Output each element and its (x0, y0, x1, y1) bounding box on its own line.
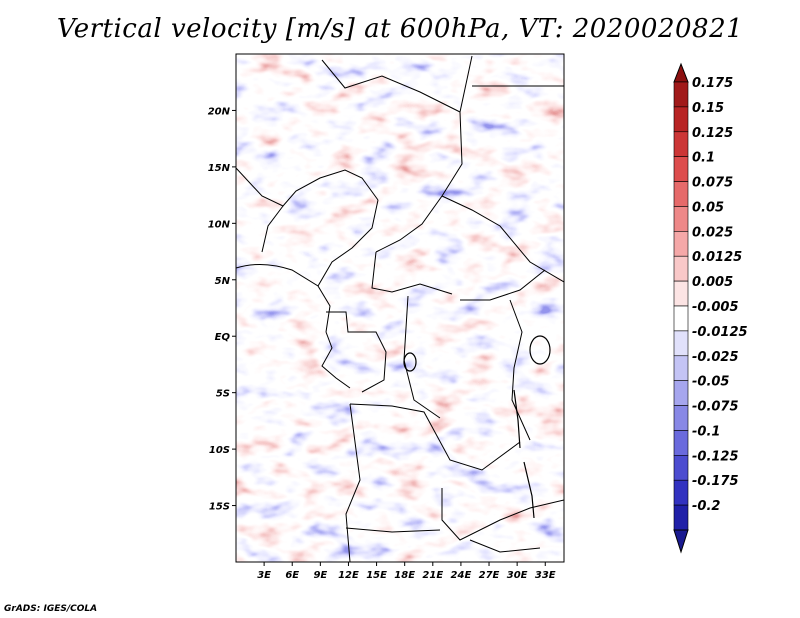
colorbar-segment (673, 430, 689, 456)
colorbar-segment (673, 455, 689, 481)
colorbar-label: 0.1 (692, 151, 715, 166)
colorbar: 0.175 0.15 0.125 0.1 0.075 0.05 0.025 0.0125 0.0… (673, 62, 748, 554)
colorbar-segment (673, 81, 689, 108)
colorbar-segment (673, 305, 689, 332)
lon-tick-label: 12E (338, 570, 359, 581)
colorbar-label: 0.125 (692, 126, 733, 141)
lon-tick-label: 3E (257, 570, 271, 581)
country-borders (236, 55, 564, 562)
colorbar-segment (673, 131, 689, 157)
colorbar-segment (673, 405, 689, 431)
lon-tick-label: 21E (422, 570, 443, 581)
latitude-axis: 20N 15N 10N 5N EQ 5S 10S 15S (208, 106, 236, 513)
colorbar-label: -0.005 (692, 300, 739, 315)
lat-tick-label: 5S (216, 389, 230, 400)
colorbar-segment (673, 181, 689, 207)
colorbar-label: 0.005 (692, 275, 733, 290)
colorbar-label: -0.125 (692, 449, 739, 464)
map-frame (235, 53, 565, 563)
colorbar-label: -0.0125 (692, 325, 748, 340)
lon-tick-label: 15E (366, 570, 387, 581)
colorbar-segment (673, 504, 689, 531)
colorbar-segment (673, 156, 689, 182)
colorbar-label: -0.05 (692, 375, 729, 390)
colorbar-segment (673, 255, 689, 282)
colorbar-segment (673, 380, 689, 406)
colorbar-segment (673, 479, 689, 506)
colorbar-segment (673, 206, 689, 232)
colorbar-label: -0.075 (692, 400, 739, 415)
lake-outlines (403, 335, 551, 519)
lat-tick-label: EQ (215, 332, 231, 343)
lon-tick-label: 9E (313, 570, 327, 581)
lon-tick-label: 33E (535, 570, 556, 581)
longitude-axis: 3E 6E 9E 12E 15E 18E 21E 24E 27E 30E 33E (257, 562, 556, 581)
colorbar-label: -0.175 (692, 474, 739, 489)
colorbar-label: -0.1 (692, 424, 720, 439)
colorbar-segment (673, 231, 689, 257)
lon-tick-label: 27E (479, 570, 500, 581)
colorbar-label: 0.075 (692, 176, 733, 191)
lat-tick-label: 15S (209, 502, 230, 513)
lat-tick-label: 5N (215, 276, 231, 287)
colorbar-segment (673, 330, 689, 357)
colorbar-label: 0.0125 (692, 250, 742, 265)
colorbar-segment (673, 106, 689, 133)
colorbar-bottom-arrow (673, 529, 689, 554)
colorbar-label: -0.025 (692, 350, 739, 365)
colorbar-segment (673, 355, 689, 381)
colorbar-top-arrow (673, 62, 689, 83)
lat-tick-label: 15N (208, 163, 231, 174)
lat-tick-label: 20N (208, 106, 231, 117)
lat-tick-label: 10S (209, 445, 230, 456)
colorbar-label: 0.175 (692, 76, 733, 91)
lon-tick-label: 30E (507, 570, 528, 581)
colorbar-label: 0.05 (692, 200, 724, 215)
vertical-velocity-field (236, 54, 564, 562)
colorbar-segment (673, 280, 689, 307)
lon-tick-label: 18E (394, 570, 415, 581)
colorbar-label: 0.15 (692, 101, 724, 116)
lon-tick-label: 24E (451, 570, 472, 581)
lat-tick-label: 10N (208, 219, 231, 230)
map-title: Vertical velocity [m/s] at 600hPa, VT: 2… (56, 14, 744, 44)
grads-credit: GrADS: IGES/COLA (4, 604, 98, 614)
lon-tick-label: 6E (285, 570, 299, 581)
colorbar-label: 0.025 (692, 225, 733, 240)
colorbar-label: -0.2 (692, 499, 720, 514)
